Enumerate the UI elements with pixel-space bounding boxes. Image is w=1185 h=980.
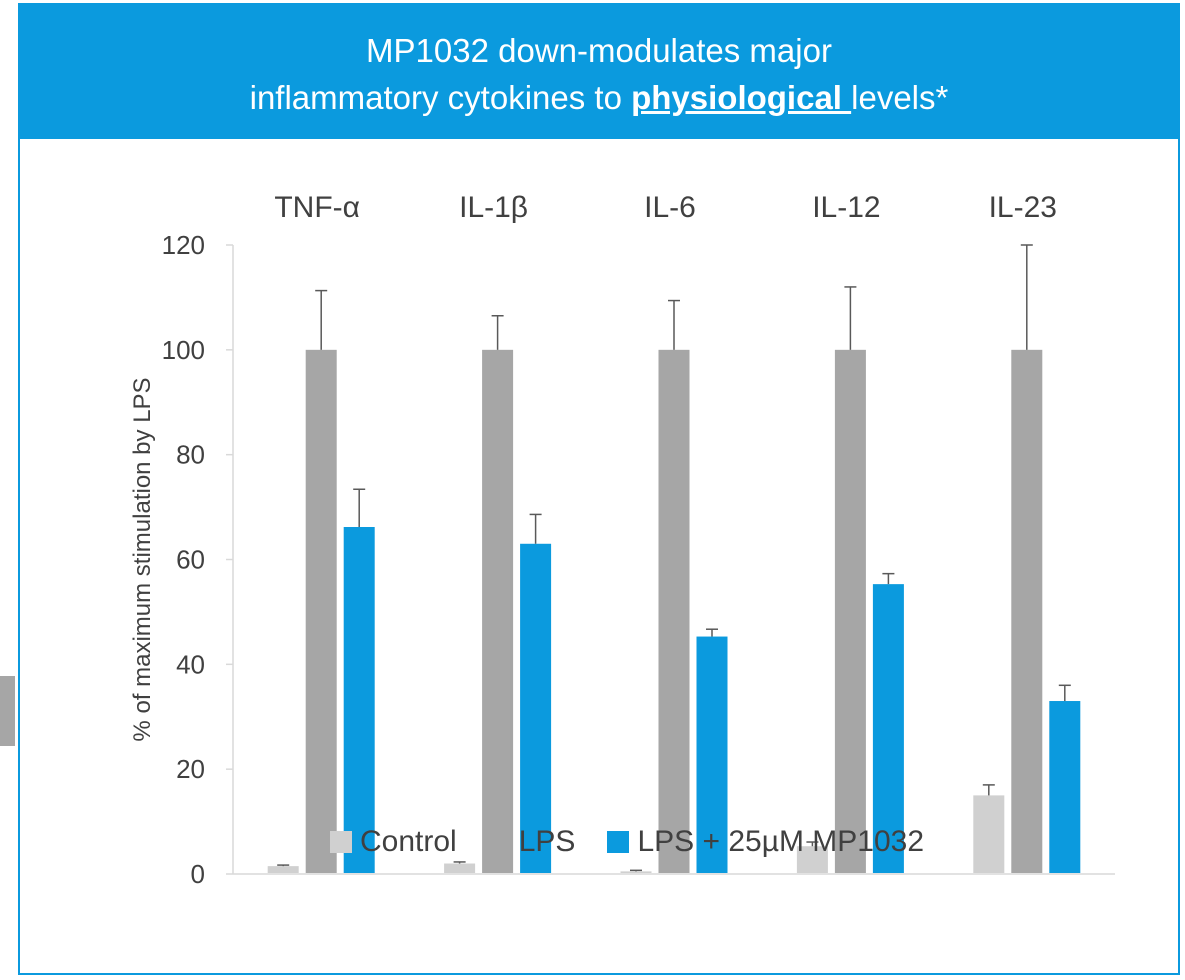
bar-control <box>796 846 828 873</box>
legend-item-lps-mp1032: LPS + 25µM MP1032 <box>607 825 924 859</box>
category-label: IL-1β <box>459 191 528 224</box>
bar-lps <box>482 349 514 873</box>
legend-item-control: Control <box>330 825 457 859</box>
legend-swatch-lps <box>488 831 511 853</box>
bar-lps-mp1032 <box>872 584 904 873</box>
y-tick-label: 60 <box>176 545 205 575</box>
legend-item-lps: LPS <box>488 825 576 859</box>
title-line-2: inflammatory cytokines to physiological … <box>20 74 1178 121</box>
y-axis-title: % of maximum stimulation by LPS <box>129 377 156 741</box>
legend: Control LPS LPS + 25µM MP1032 <box>330 822 956 862</box>
y-tick-label: 40 <box>176 649 205 679</box>
y-tick-label: 120 <box>162 230 205 260</box>
bar-lps <box>1011 349 1043 873</box>
bar-control <box>267 866 299 873</box>
title-banner: MP1032 down-modulates major inflammatory… <box>20 5 1178 139</box>
category-label: IL-6 <box>644 191 696 224</box>
y-tick-label: 80 <box>176 440 205 470</box>
title-line-2-suffix: levels* <box>851 79 949 116</box>
y-tick-label: 100 <box>162 335 205 365</box>
bar-lps <box>305 349 337 873</box>
legend-label-control: Control <box>360 825 457 858</box>
bar-lps-mp1032 <box>1049 701 1081 873</box>
bar-control <box>620 871 652 873</box>
title-line-1: MP1032 down-modulates major <box>366 32 832 69</box>
category-label: TNF-α <box>274 191 360 224</box>
legend-swatch-control <box>330 831 352 853</box>
bar-lps-mp1032 <box>343 527 375 873</box>
bar-lps <box>834 349 866 873</box>
y-tick-label: 20 <box>176 754 205 784</box>
bar-lps-mp1032 <box>696 636 728 873</box>
bar-control <box>444 863 476 873</box>
bar-lps-mp1032 <box>520 543 552 873</box>
legend-label-lps: LPS <box>518 825 576 858</box>
category-label: IL-12 <box>812 191 880 224</box>
title-line-2-prefix: inflammatory cytokines to <box>249 79 632 116</box>
legend-swatch-lps-mp1032 <box>607 831 630 853</box>
bar-lps <box>658 349 690 873</box>
category-label: IL-23 <box>989 191 1057 224</box>
legend-label-lps-mp1032: LPS + 25µM MP1032 <box>637 825 925 858</box>
bar-control <box>973 795 1005 873</box>
side-tab <box>0 676 15 746</box>
title-emphasis: physiological <box>631 79 852 116</box>
y-tick-label: 0 <box>191 859 205 889</box>
